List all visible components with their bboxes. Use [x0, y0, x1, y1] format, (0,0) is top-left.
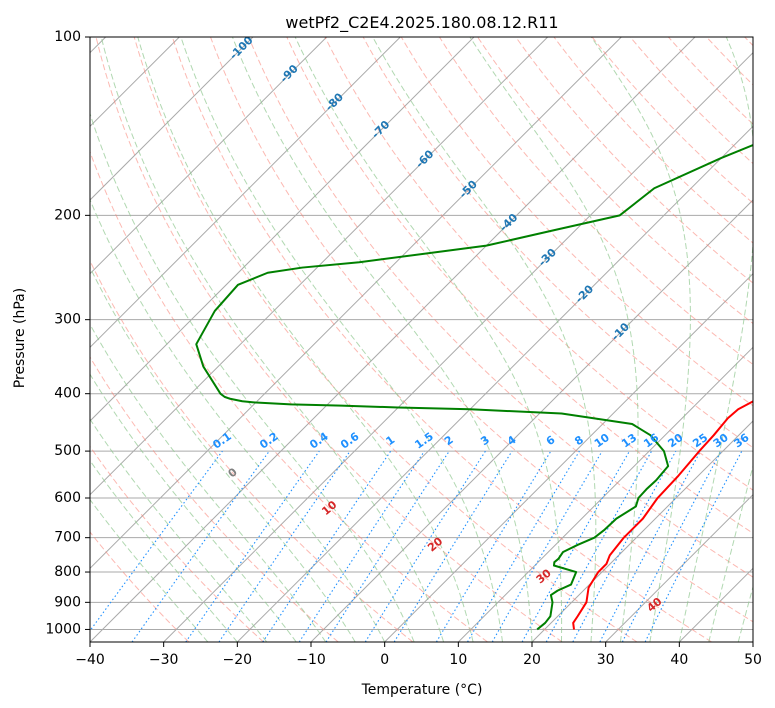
plot-area	[90, 37, 753, 642]
mixing-ratio-line	[185, 450, 320, 642]
mixing-ratio-line	[393, 450, 513, 642]
mixing-ratio-line	[325, 450, 450, 642]
x-tick-label: −40	[75, 652, 105, 668]
y-tick-label: 900	[54, 594, 81, 610]
moist-adiabat	[90, 418, 268, 642]
moist-adiabat	[372, 37, 597, 642]
isotherm-line	[90, 37, 254, 201]
temperature-profile	[572, 400, 753, 630]
x-tick-label: −30	[149, 652, 179, 668]
y-tick-label: 700	[54, 530, 81, 546]
axis-ticks: −40 −30 −20 −10 0 10 20 30 40 50 100 200 300 400 500 60…	[45, 29, 762, 668]
y-tick-label: 200	[54, 207, 81, 223]
x-tick-label: −20	[223, 652, 253, 668]
mixing-ratio-line	[545, 450, 653, 642]
dry-adiabat	[95, 37, 563, 642]
isotherm-line	[531, 420, 753, 642]
dry-adiabat	[286, 37, 753, 534]
x-tick-label: 0	[380, 652, 389, 668]
x-tick-label: 30	[597, 652, 615, 668]
x-tick-label: 10	[449, 652, 467, 668]
y-tick-label: 500	[54, 443, 81, 459]
moist-adiabat	[90, 459, 238, 642]
dry-adiabat	[133, 37, 638, 642]
moist-adiabat	[90, 266, 356, 642]
moist-adiabat	[90, 373, 297, 642]
isotherm-line	[90, 37, 401, 349]
moist-adiabat	[231, 37, 533, 642]
moist-adiabat	[180, 37, 504, 642]
y-tick-label: 400	[54, 386, 81, 402]
moist-adiabat	[590, 37, 691, 642]
moist-adiabat	[90, 198, 386, 642]
mixing-ratio-line	[90, 450, 223, 632]
mixing-ratio-line	[298, 450, 425, 642]
isotherm-line	[384, 272, 753, 642]
isotherm-line	[90, 37, 622, 570]
mixing-ratio-line	[644, 450, 743, 642]
moist-adiabat	[678, 37, 753, 642]
moist-adiabat	[90, 112, 415, 642]
dry-adiabat	[90, 259, 414, 642]
x-tick-label: 40	[670, 652, 688, 668]
isotherm-line	[605, 493, 753, 642]
y-axis-label: Pressure (hPa)	[12, 288, 28, 388]
y-tick-label: 100	[54, 29, 81, 45]
dry-adiabat	[515, 37, 753, 284]
mixing-ratio-line	[572, 450, 677, 642]
isotherm-line	[90, 37, 475, 422]
isotherm-line	[457, 346, 753, 642]
isotherm-line	[163, 51, 753, 642]
isotherm-line	[236, 125, 753, 642]
dry-adiabat	[210, 37, 753, 623]
moist-adiabat	[90, 498, 209, 642]
mixing-ratio-line	[262, 450, 392, 642]
mixing-ratio-line	[521, 450, 630, 642]
mixing-ratio-line	[131, 450, 270, 642]
moist-adiabat	[469, 37, 639, 642]
y-tick-label: 1000	[45, 621, 81, 637]
x-tick-label: −10	[296, 652, 326, 668]
mixing-ratio-line	[218, 450, 351, 642]
y-tick-label: 600	[54, 490, 81, 506]
dewpoint-profile	[195, 143, 753, 631]
plot-frame	[89, 36, 754, 643]
x-tick-label: 50	[744, 652, 762, 668]
isotherm-line	[90, 37, 549, 496]
moist-adiabat	[100, 37, 445, 642]
dry-adiabat	[171, 37, 712, 642]
y-tick-label: 300	[54, 312, 81, 328]
chart-title: wetPf2_C2E4.2025.180.08.12.R11	[285, 13, 558, 33]
moist-adiabat	[90, 323, 327, 642]
x-tick-label: 20	[523, 652, 541, 668]
isotherm-line	[90, 37, 328, 275]
isotherm-line	[90, 37, 696, 642]
dry-adiabat	[90, 356, 339, 642]
y-tick-label: 800	[54, 564, 81, 580]
moist-adiabat	[137, 37, 474, 642]
dry-adiabat	[90, 445, 264, 642]
dry-adiabat	[439, 37, 753, 366]
dry-adiabat	[400, 37, 753, 407]
dry-adiabat	[248, 37, 753, 578]
moist-adiabat	[294, 37, 563, 642]
dry-adiabat	[90, 150, 488, 642]
x-axis-label: Temperature (°C)	[361, 682, 483, 698]
dry-adiabat	[90, 531, 190, 642]
